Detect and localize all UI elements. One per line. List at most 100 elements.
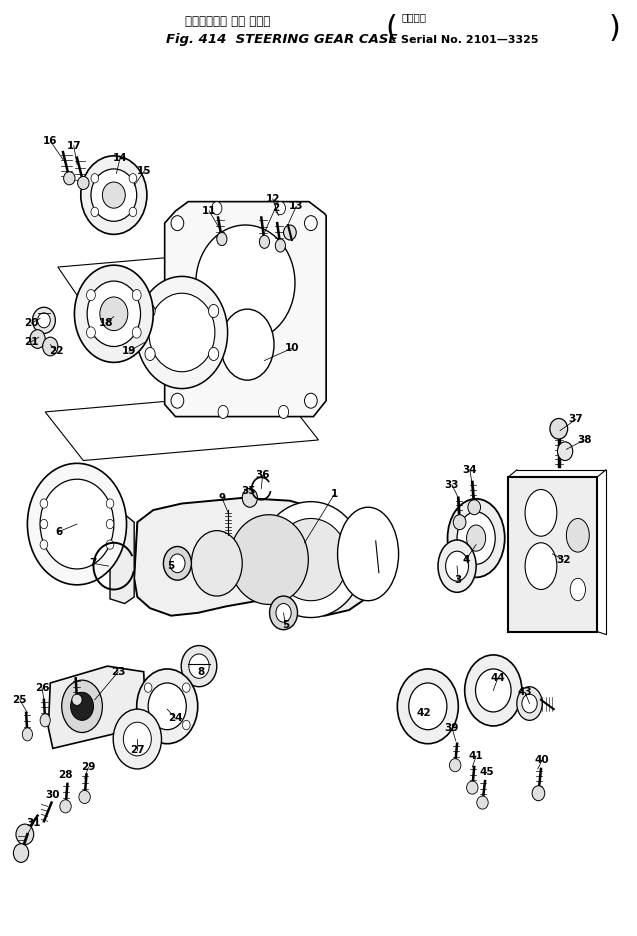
Text: 23: 23 xyxy=(111,666,125,677)
Text: 28: 28 xyxy=(58,769,73,780)
Ellipse shape xyxy=(145,721,152,730)
Text: 5: 5 xyxy=(168,562,175,571)
Ellipse shape xyxy=(454,515,466,530)
Ellipse shape xyxy=(196,225,295,341)
Text: ステアリング ギヤ ケース: ステアリング ギヤ ケース xyxy=(185,15,274,28)
Ellipse shape xyxy=(171,215,183,230)
Ellipse shape xyxy=(13,843,29,862)
Ellipse shape xyxy=(64,171,75,184)
Ellipse shape xyxy=(276,604,291,622)
Ellipse shape xyxy=(304,393,317,408)
Ellipse shape xyxy=(22,728,32,741)
Ellipse shape xyxy=(397,669,459,744)
Text: 25: 25 xyxy=(13,695,27,705)
Ellipse shape xyxy=(16,824,34,844)
Text: 31: 31 xyxy=(27,818,41,828)
Text: 29: 29 xyxy=(82,762,96,772)
Ellipse shape xyxy=(409,683,447,730)
Ellipse shape xyxy=(275,201,285,214)
Ellipse shape xyxy=(38,313,50,328)
Ellipse shape xyxy=(149,293,215,372)
Text: 22: 22 xyxy=(50,346,64,357)
Ellipse shape xyxy=(113,709,162,769)
Ellipse shape xyxy=(91,207,99,216)
Ellipse shape xyxy=(229,515,308,605)
Ellipse shape xyxy=(450,759,461,772)
Text: 40: 40 xyxy=(535,754,550,765)
Ellipse shape xyxy=(78,176,89,189)
Text: 36: 36 xyxy=(255,471,270,480)
Ellipse shape xyxy=(438,540,476,592)
Ellipse shape xyxy=(62,680,103,733)
Text: (: ( xyxy=(385,14,397,43)
Ellipse shape xyxy=(475,669,511,712)
Ellipse shape xyxy=(517,687,542,721)
Text: 1: 1 xyxy=(331,490,338,499)
Text: 5: 5 xyxy=(282,620,289,630)
Ellipse shape xyxy=(181,646,217,687)
Ellipse shape xyxy=(27,463,127,585)
Text: 16: 16 xyxy=(43,136,57,146)
Text: 27: 27 xyxy=(130,745,145,755)
Ellipse shape xyxy=(269,596,297,630)
Ellipse shape xyxy=(40,714,50,727)
Ellipse shape xyxy=(557,442,573,461)
Ellipse shape xyxy=(129,173,137,183)
Ellipse shape xyxy=(304,215,317,230)
Ellipse shape xyxy=(220,309,274,380)
Polygon shape xyxy=(134,498,379,616)
Polygon shape xyxy=(165,201,326,417)
Ellipse shape xyxy=(338,507,399,601)
Ellipse shape xyxy=(522,695,537,713)
Ellipse shape xyxy=(132,327,141,338)
Ellipse shape xyxy=(170,554,185,573)
Ellipse shape xyxy=(40,519,48,529)
Ellipse shape xyxy=(259,235,269,248)
Ellipse shape xyxy=(30,329,45,348)
Ellipse shape xyxy=(448,499,505,578)
Text: 15: 15 xyxy=(137,166,152,176)
Ellipse shape xyxy=(72,695,82,706)
Ellipse shape xyxy=(550,418,568,439)
Ellipse shape xyxy=(191,531,242,596)
Ellipse shape xyxy=(218,405,228,418)
Text: 34: 34 xyxy=(462,465,477,475)
Ellipse shape xyxy=(570,578,585,601)
Ellipse shape xyxy=(525,543,557,590)
Ellipse shape xyxy=(464,655,522,726)
Polygon shape xyxy=(110,513,134,604)
Ellipse shape xyxy=(60,799,71,812)
Ellipse shape xyxy=(278,405,289,418)
Ellipse shape xyxy=(457,512,495,564)
Ellipse shape xyxy=(87,327,96,338)
Text: 4: 4 xyxy=(462,555,469,564)
Ellipse shape xyxy=(148,683,186,730)
Ellipse shape xyxy=(75,265,154,362)
Text: 33: 33 xyxy=(445,480,459,490)
Text: 35: 35 xyxy=(241,487,256,496)
Ellipse shape xyxy=(145,347,155,360)
Ellipse shape xyxy=(171,393,183,408)
Ellipse shape xyxy=(100,297,128,330)
Text: 45: 45 xyxy=(480,767,494,777)
Ellipse shape xyxy=(40,479,114,569)
Ellipse shape xyxy=(106,519,114,529)
Text: 17: 17 xyxy=(66,140,81,151)
Text: 11: 11 xyxy=(202,206,217,216)
Text: 21: 21 xyxy=(24,337,38,347)
Ellipse shape xyxy=(32,307,55,333)
Text: 39: 39 xyxy=(445,723,459,733)
Text: 41: 41 xyxy=(469,751,483,761)
Text: 18: 18 xyxy=(98,318,113,329)
Ellipse shape xyxy=(103,182,125,208)
Text: Fig. 414  STEERING GEAR CASE: Fig. 414 STEERING GEAR CASE xyxy=(166,34,402,47)
Ellipse shape xyxy=(217,232,227,245)
Ellipse shape xyxy=(566,519,589,552)
Ellipse shape xyxy=(106,499,114,508)
Ellipse shape xyxy=(136,276,227,388)
Text: 30: 30 xyxy=(46,790,60,800)
Text: 3: 3 xyxy=(455,575,462,585)
Ellipse shape xyxy=(106,540,114,549)
Ellipse shape xyxy=(71,693,94,721)
Ellipse shape xyxy=(81,155,147,234)
